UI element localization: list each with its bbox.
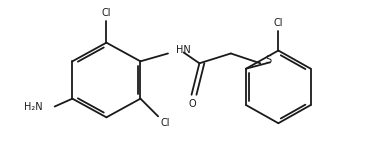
Text: S: S xyxy=(265,55,271,65)
Text: HN: HN xyxy=(176,45,190,55)
Text: O: O xyxy=(189,99,196,109)
Text: H₂N: H₂N xyxy=(24,101,43,111)
Text: Cl: Cl xyxy=(160,118,170,128)
Text: Cl: Cl xyxy=(274,18,283,28)
Text: Cl: Cl xyxy=(102,8,111,18)
